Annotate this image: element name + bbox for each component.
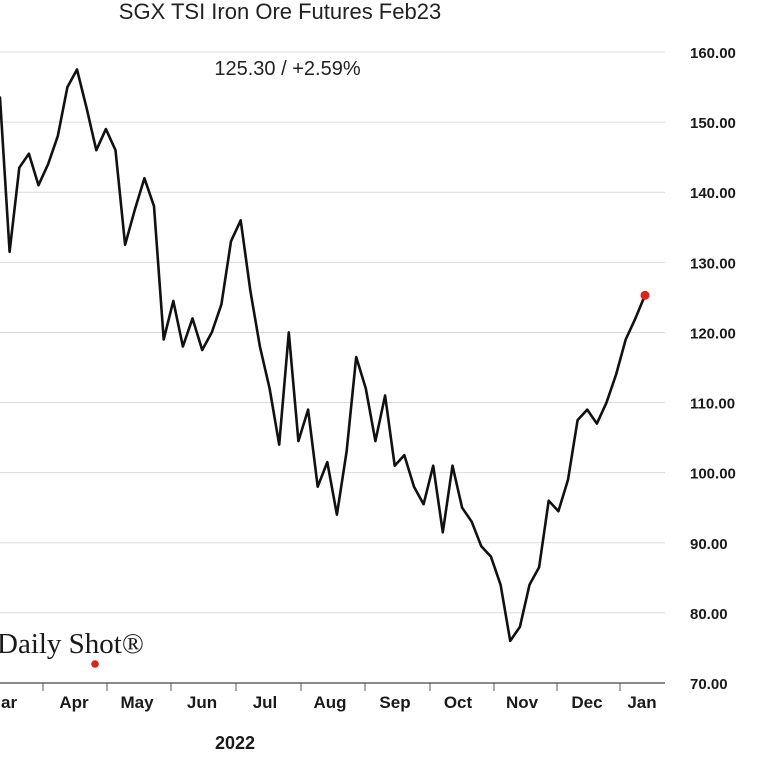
y-tick-label: 110.00 — [690, 396, 735, 413]
y-tick-label: 100.00 — [690, 466, 736, 483]
y-tick-label: 150.00 — [690, 115, 736, 132]
last-value-marker — [640, 290, 650, 300]
series-line — [0, 68, 647, 643]
x-tick-label: Mar — [0, 693, 17, 712]
x-tick-label: Aug — [313, 693, 346, 712]
chart-subtitle: 125.30 / +2.59% — [214, 58, 361, 80]
source-logo: Daily Shot® — [0, 628, 144, 661]
y-tick-label: 140.00 — [690, 185, 736, 202]
x-tick-label: May — [120, 693, 154, 712]
y-tick-label: 120.00 — [690, 325, 736, 342]
axes — [0, 682, 665, 691]
x-tick-label: Jun — [187, 693, 217, 712]
x-tick-label: Oct — [444, 693, 473, 712]
y-tick-label: 130.00 — [690, 255, 736, 272]
x-tick-labels: Mar Apr May Jun Jul Aug Sep Oct Nov Dec Jan — [0, 693, 657, 712]
x-tick-label: Apr — [59, 693, 89, 712]
y-tick-label: 90.00 — [690, 536, 728, 553]
chart-title: SGX TSI Iron Ore Futures Feb23 — [118, 0, 442, 24]
x-tick-label: Dec — [571, 693, 602, 712]
x-tick-label: Sep — [379, 693, 410, 712]
gridlines — [0, 51, 665, 614]
source-logo-text: Daily Shot® — [0, 628, 144, 660]
year-label: 2022 — [214, 733, 256, 753]
x-tick-label: Nov — [506, 693, 539, 712]
x-tick-label: Jul — [253, 693, 278, 712]
y-tick-label: 70.00 — [690, 676, 728, 693]
logo-dot — [91, 660, 99, 668]
y-tick-labels: 70.00 80.00 90.00 100.00 110.00 120.00 130.00 1… — [690, 45, 736, 693]
x-tick-label: Jan — [627, 693, 656, 712]
y-tick-label: 80.00 — [690, 606, 728, 623]
series-layer — [0, 68, 650, 668]
y-tick-label: 160.00 — [690, 45, 736, 62]
